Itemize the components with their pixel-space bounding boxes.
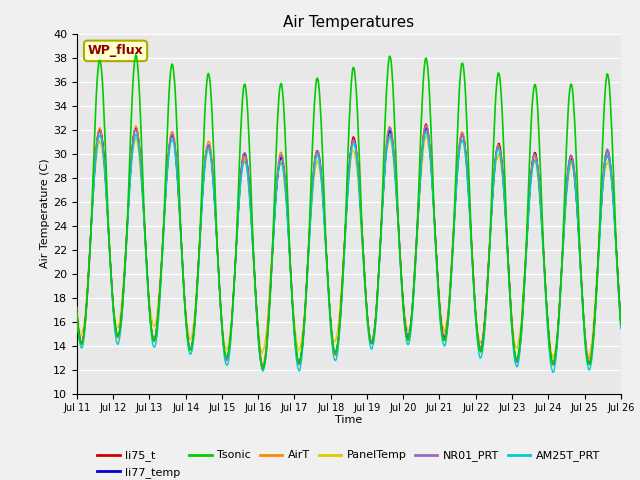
Legend: li75_t, li77_temp, Tsonic, AirT, PanelTemp, NR01_PRT, AM25T_PRT: li75_t, li77_temp, Tsonic, AirT, PanelTe… xyxy=(93,446,605,480)
Text: WP_flux: WP_flux xyxy=(88,44,143,58)
Y-axis label: Air Temperature (C): Air Temperature (C) xyxy=(40,159,50,268)
Title: Air Temperatures: Air Temperatures xyxy=(284,15,414,30)
X-axis label: Time: Time xyxy=(335,415,362,425)
